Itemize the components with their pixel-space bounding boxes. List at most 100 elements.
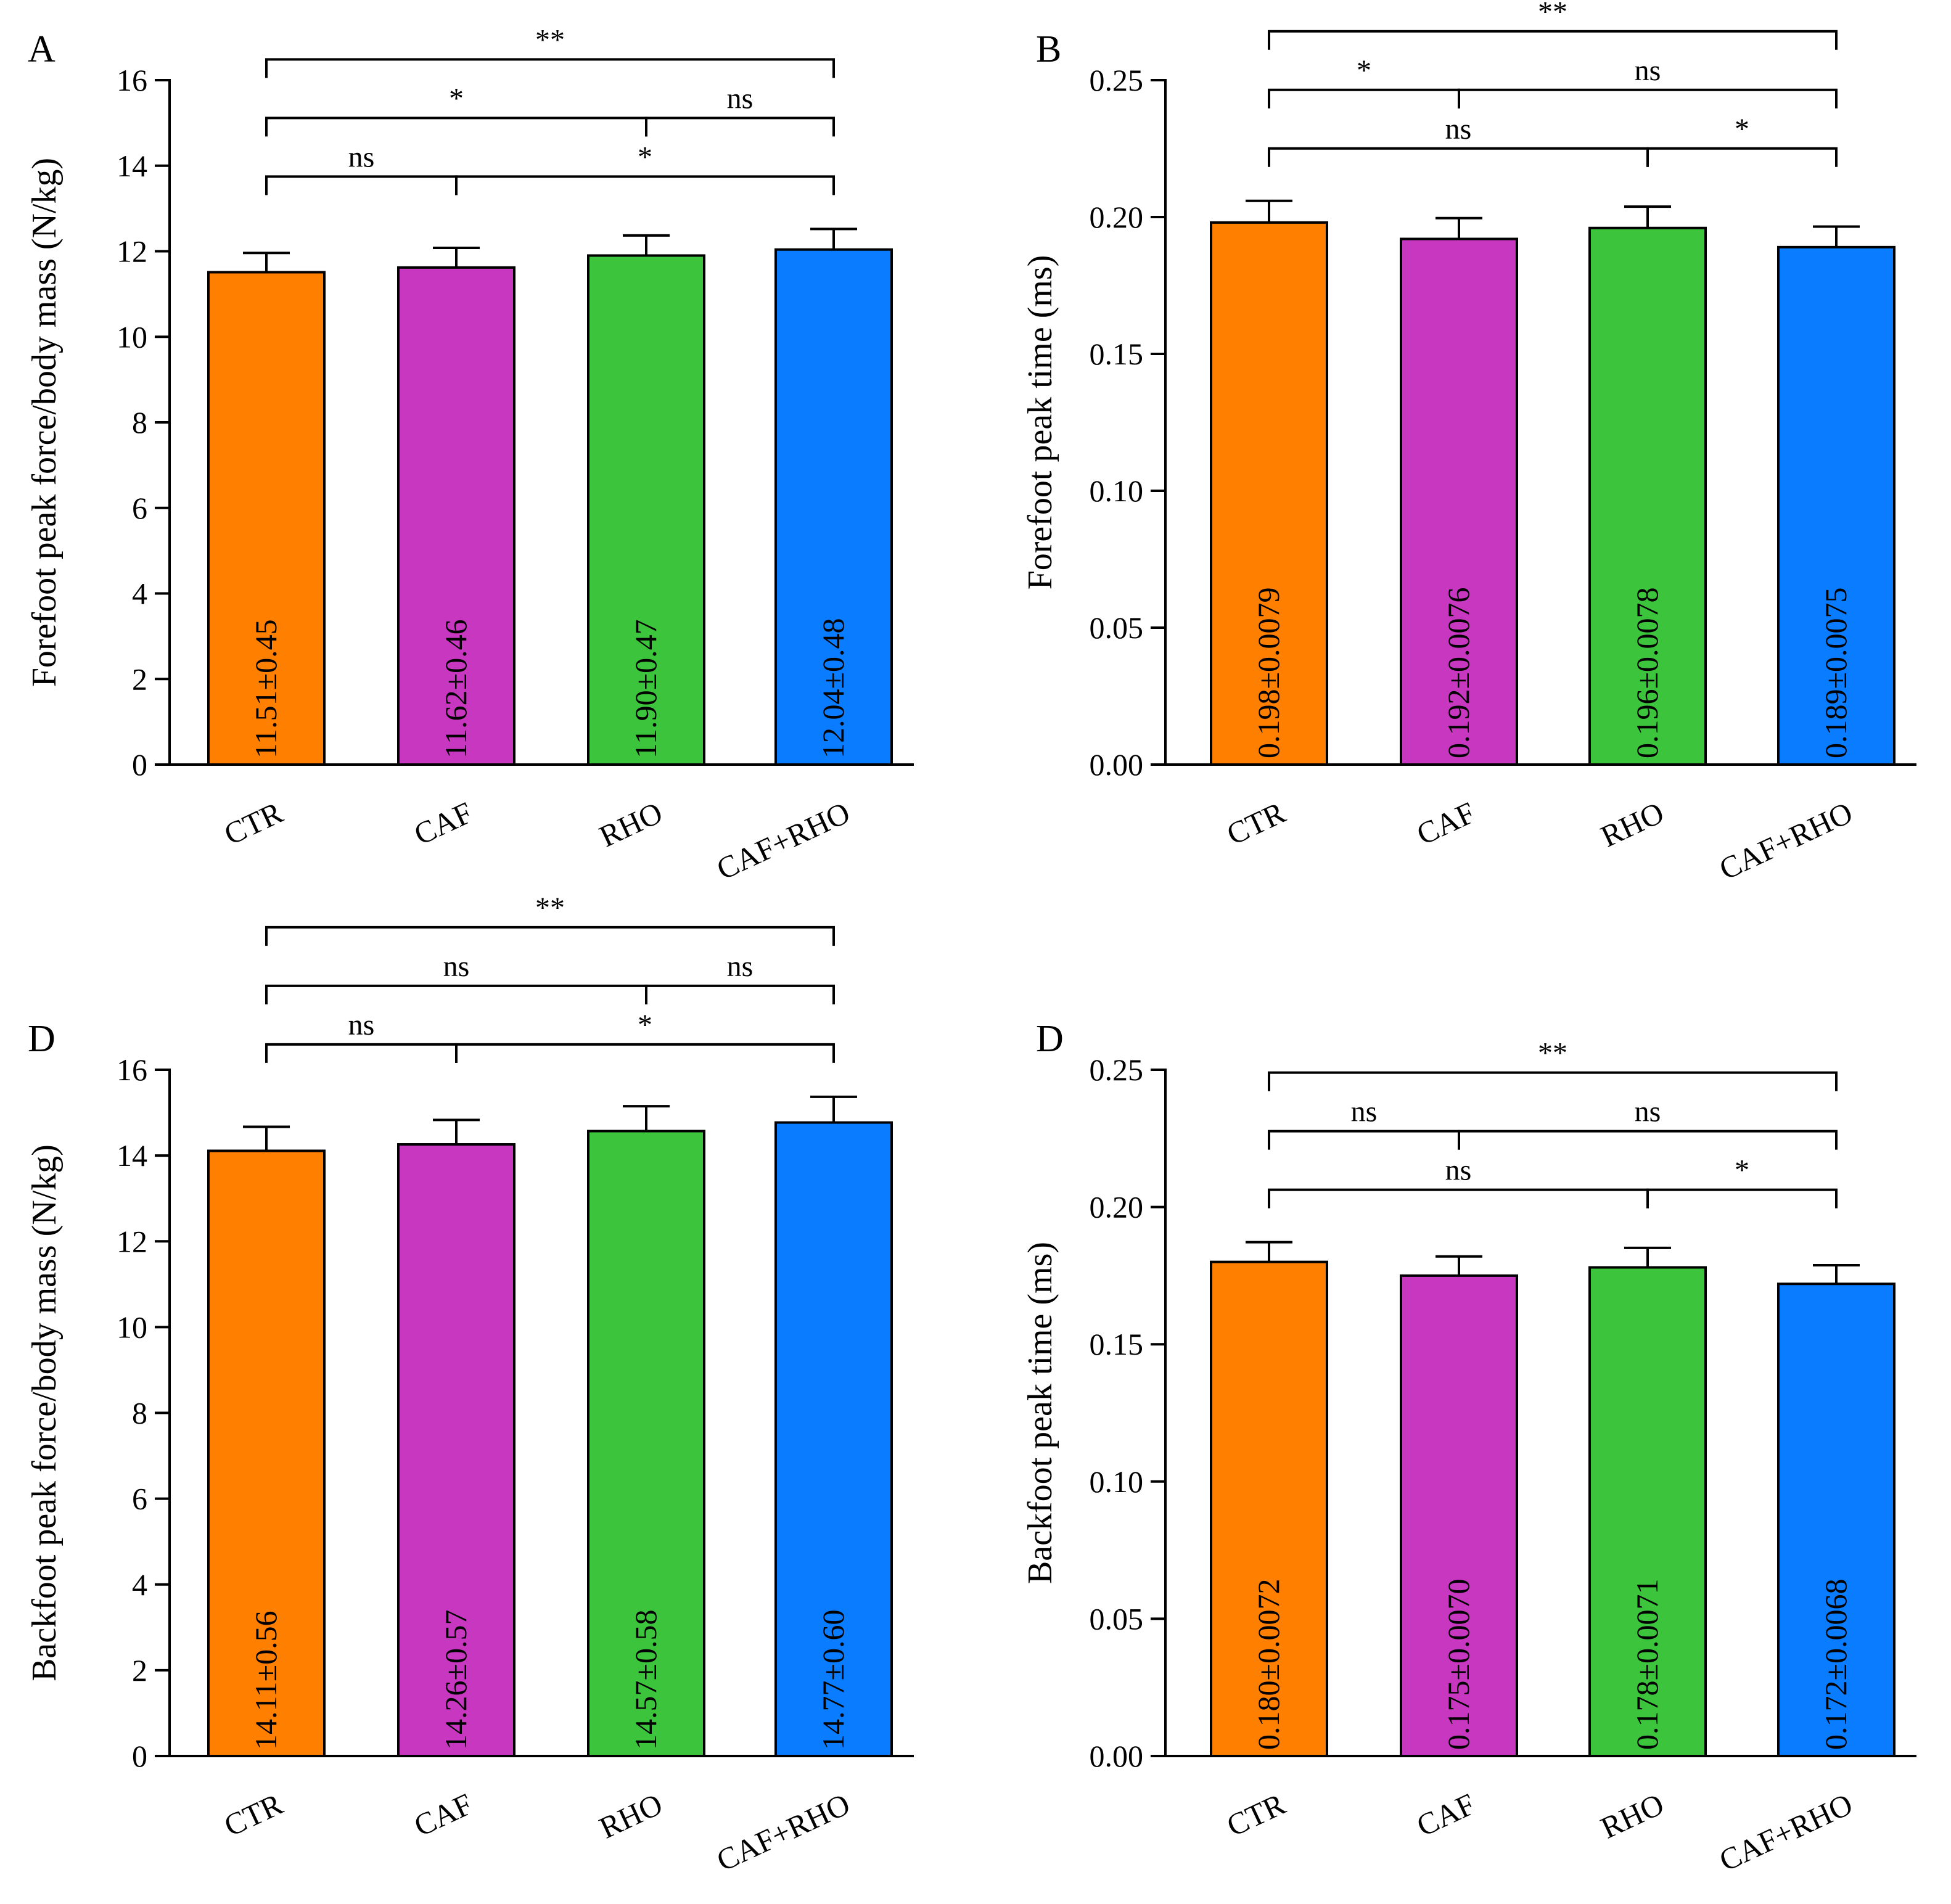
significance-label: ns: [1445, 113, 1472, 146]
significance-label: ns: [1635, 1096, 1661, 1128]
panel-letter: B: [1036, 28, 1061, 70]
bar-value-label: 11.90±0.47: [628, 619, 663, 758]
significance-label: ns: [443, 950, 470, 983]
y-tick-label: 10: [117, 319, 147, 354]
y-tick-label: 0: [132, 747, 147, 782]
significance-bracket: [265, 1043, 458, 1063]
bar-value-label: 12.04±0.48: [816, 618, 850, 758]
bar-value-label: 14.11±0.56: [248, 1611, 283, 1750]
significance-label: ns: [348, 1009, 375, 1041]
y-tick-label: 0.15: [1090, 337, 1144, 371]
panel-letter: D: [1036, 1018, 1064, 1060]
significance-label: ns: [348, 141, 375, 173]
y-axis-title: Backfoot peak force/body mass (N/kg): [25, 1144, 64, 1681]
bar-value-label: 0.180±0.0072: [1251, 1579, 1286, 1750]
significance-label: *: [449, 82, 464, 115]
significance-label: *: [638, 141, 652, 173]
bar-ctr: [207, 271, 326, 766]
bar-value-label: 14.26±0.57: [438, 1610, 473, 1750]
significance-bracket: [1268, 147, 1649, 167]
y-tick-label: 0.05: [1090, 1601, 1144, 1636]
x-category-label: CAF: [1411, 795, 1481, 851]
x-category-label: CAF+RHO: [712, 795, 855, 886]
x-category-label: RHO: [594, 1786, 667, 1845]
chart-panel-2: B 0.00 0.05 0.10 0.15 0.20 0.25 Forefoot peak t…: [1021, 0, 1916, 887]
bar-rho: [587, 1130, 705, 1757]
significance-bracket: [265, 58, 835, 78]
bar-caf: [1400, 237, 1518, 766]
bar-value-label: 0.189±0.0075: [1818, 588, 1853, 758]
y-tick-label: 10: [117, 1310, 147, 1344]
significance-bracket: [1646, 147, 1838, 167]
y-axis-title: Forefoot peak time (ms): [1021, 255, 1059, 590]
bar-value-label: 0.175±0.0070: [1441, 1579, 1476, 1750]
significance-label: ns: [727, 950, 754, 983]
bar-caf-rho: [1777, 245, 1896, 766]
significance-label: **: [1538, 1037, 1567, 1070]
significance-label: **: [535, 892, 565, 924]
x-category-label: CTR: [219, 1786, 288, 1843]
x-category-label: CAF: [1411, 1786, 1481, 1843]
bar-caf-rho: [774, 248, 893, 766]
bar-rho: [587, 254, 705, 766]
y-tick-label: 6: [132, 1482, 147, 1516]
y-tick-label: 0.20: [1090, 1190, 1144, 1225]
y-axis-title: Backfoot peak time (ms): [1021, 1242, 1059, 1584]
significance-bracket: [645, 117, 835, 137]
bar-value-label: 11.51±0.45: [248, 619, 283, 758]
bar-caf-rho: [1777, 1282, 1896, 1758]
bar-value-label: 14.77±0.60: [816, 1610, 850, 1750]
y-tick-label: 2: [132, 662, 147, 696]
y-tick-label: 8: [132, 1396, 147, 1430]
y-tick-label: 0.05: [1090, 610, 1144, 645]
y-tick-label: 16: [117, 63, 147, 97]
bar-value-label: 0.178±0.0071: [1630, 1579, 1664, 1750]
significance-bracket: [1268, 88, 1460, 109]
significance-bracket: [455, 1043, 835, 1063]
panel-letter: D: [28, 1018, 55, 1060]
bar-caf: [397, 266, 515, 766]
chart-panel-1: A 0 2 4 6 8 10 12 14 16 Forefoot peak force/body m…: [25, 23, 914, 887]
bar-value-label: 0.198±0.0079: [1251, 588, 1286, 758]
y-tick-label: 4: [132, 1567, 147, 1602]
significance-label: *: [1735, 113, 1749, 146]
x-category-label: CTR: [219, 795, 288, 851]
significance-bracket: [1268, 1188, 1649, 1208]
significance-bracket: [1268, 1071, 1838, 1091]
significance-label: ns: [1445, 1154, 1472, 1187]
x-category-label: CAF: [409, 1786, 478, 1843]
y-tick-label: 0.00: [1090, 1739, 1144, 1773]
x-category-label: CAF+RHO: [1714, 1786, 1858, 1877]
y-tick-label: 6: [132, 491, 147, 525]
bar-value-label: 14.57±0.58: [628, 1610, 663, 1750]
y-tick-label: 14: [117, 149, 147, 183]
bar-rho: [1588, 1266, 1707, 1757]
y-tick-label: 0.00: [1090, 747, 1144, 782]
bar-caf: [1400, 1274, 1518, 1757]
y-tick-label: 14: [117, 1138, 147, 1173]
y-tick-label: 0.25: [1090, 1053, 1144, 1087]
bar-ctr: [1210, 1260, 1328, 1757]
significance-bracket: [455, 175, 835, 195]
y-tick-label: 4: [132, 577, 147, 611]
significance-label: ns: [727, 82, 754, 115]
bar-value-label: 11.62±0.46: [438, 619, 473, 758]
bar-value-label: 0.196±0.0078: [1630, 588, 1664, 758]
significance-bracket: [1458, 88, 1838, 109]
significance-bracket: [1268, 30, 1838, 50]
significance-bracket: [265, 925, 835, 946]
x-category-label: CAF: [409, 795, 478, 851]
significance-label: **: [1538, 0, 1567, 28]
y-tick-label: 0.10: [1090, 474, 1144, 508]
x-category-label: CTR: [1222, 795, 1291, 851]
y-tick-label: 2: [132, 1653, 147, 1688]
significance-bracket: [265, 175, 458, 195]
chart-panel-3: D 0 2 4 6 8 10 12 14 16 Backfoot peak force/body m…: [25, 892, 914, 1878]
x-category-label: CAF+RHO: [1714, 795, 1858, 886]
y-tick-label: 0.25: [1090, 63, 1144, 97]
x-category-label: CTR: [1222, 1786, 1291, 1843]
y-tick-label: 0: [132, 1739, 147, 1773]
y-axis-title: Forefoot peak force/body mass (N/kg): [25, 158, 64, 687]
significance-label: ns: [1635, 54, 1661, 87]
